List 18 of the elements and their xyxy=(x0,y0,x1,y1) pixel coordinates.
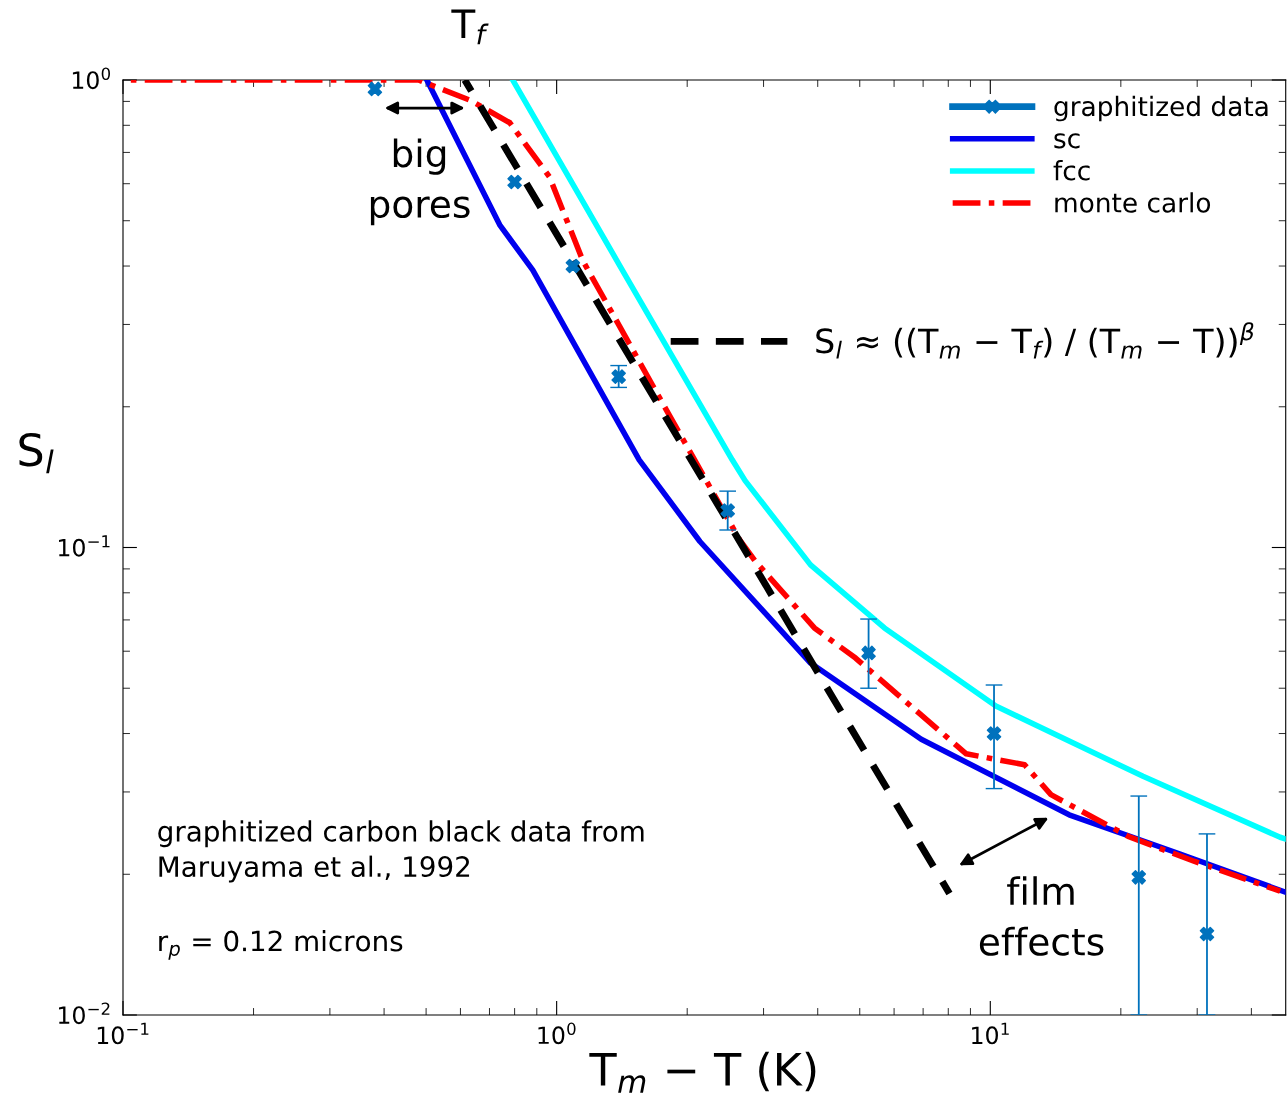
legend-label: graphitized data xyxy=(1054,95,1268,122)
annotation: r$_{p}$ = 0.12 microns xyxy=(159,930,403,960)
x-tick-label: 10$^{0}$ xyxy=(538,1022,576,1045)
annotation: graphitized carbon black data from Maruyama et al., 1992 xyxy=(158,820,644,883)
x-tick-label: 10$^{−1}$ xyxy=(97,1022,149,1045)
annotation: T$_{f}$ xyxy=(451,9,489,45)
y-tick-label: 10$^{−1}$ xyxy=(59,535,110,557)
annotation: film effects xyxy=(979,876,1104,956)
y-tick-label: 10$^{0}$ xyxy=(72,67,111,90)
legend-label: fcc xyxy=(1053,160,1090,181)
x-axis-title: T$_{m}$ − T (K) xyxy=(589,1051,816,1093)
legend-label: monte carlo xyxy=(1055,192,1211,213)
legend-label: sc xyxy=(1054,133,1080,149)
y-axis-title: S$_{l}$ xyxy=(19,432,54,474)
x-tick-label: 10$^{1}$ xyxy=(972,1022,1009,1045)
y-tick-label: 10$^{−2}$ xyxy=(59,1002,110,1025)
annotation: big pores xyxy=(370,138,470,226)
text: S$_{l}$ ≈ ((T$_{m}$ − T$_{f}$) / (T$_{m}$ − T))$^{β}$ xyxy=(816,322,1254,359)
